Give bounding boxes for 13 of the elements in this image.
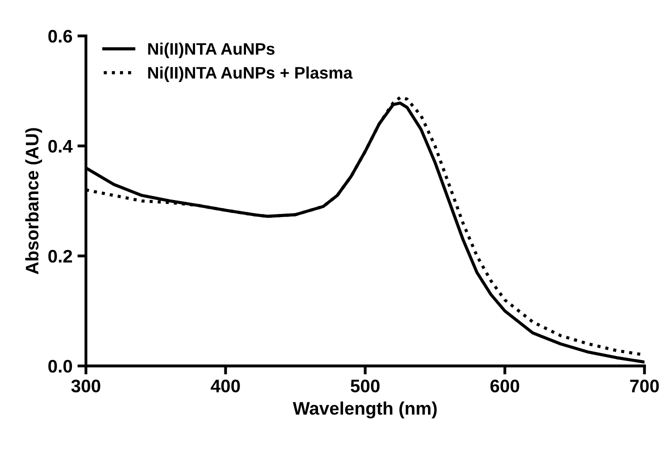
y-tick-label: 0.0 (48, 360, 72, 373)
legend-label: Ni(II)NTA AuNPs (148, 42, 274, 58)
x-tick-label: 400 (210, 380, 240, 392)
y-axis-title: Absorbance (AU) (25, 128, 42, 274)
legend-label: Ni(II)NTA AuNPs + Plasma (148, 66, 353, 82)
x-tick-label: 700 (630, 380, 659, 392)
x-axis-title: Wavelength (nm) (292, 402, 437, 418)
y-tick-label: 0.4 (48, 140, 73, 153)
y-tick-label: 0.2 (48, 250, 72, 263)
x-tick-label: 300 (71, 380, 100, 392)
x-tick-label: 600 (490, 380, 520, 392)
y-tick-label: 0.6 (48, 30, 72, 43)
x-tick-label: 500 (350, 380, 380, 392)
